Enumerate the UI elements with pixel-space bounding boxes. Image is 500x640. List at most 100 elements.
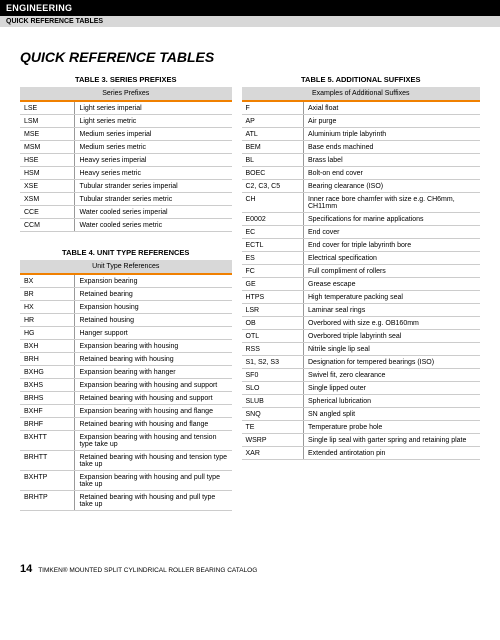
t3-head: Series Prefixes (20, 87, 232, 100)
code-cell: HG (20, 327, 75, 340)
code-cell: BXHTT (20, 431, 75, 451)
code-cell: HSE (20, 154, 75, 167)
desc-cell: Heavy series metric (75, 167, 232, 180)
code-cell: ATL (242, 128, 304, 141)
code-cell: RSS (242, 343, 304, 356)
desc-cell: Expansion bearing with housing and flang… (75, 405, 232, 418)
code-cell: XSM (20, 193, 75, 206)
desc-cell: Medium series metric (75, 141, 232, 154)
code-cell: SLUB (242, 395, 304, 408)
table-row: TETemperature probe hole (242, 421, 481, 434)
desc-cell: Expansion bearing with housing and pull … (75, 471, 232, 491)
table-row: BXHTPExpansion bearing with housing and … (20, 471, 232, 491)
desc-cell: Designation for tempered bearings (ISO) (304, 356, 481, 369)
t4-table: BXExpansion bearingBRRetained bearingHXE… (20, 275, 232, 511)
t5-title: TABLE 5. ADDITIONAL SUFFIXES (242, 75, 481, 84)
desc-cell: SN angled split (304, 408, 481, 421)
table-row: XSMTubular strander series metric (20, 193, 232, 206)
t4-head: Unit Type References (20, 260, 232, 273)
table-row: SLUBSpherical lubrication (242, 395, 481, 408)
table-row: BXHFExpansion bearing with housing and f… (20, 405, 232, 418)
code-cell: LSE (20, 102, 75, 115)
desc-cell: Aluminium triple labyrinth (304, 128, 481, 141)
code-cell: SLO (242, 382, 304, 395)
desc-cell: Electrical specification (304, 252, 481, 265)
desc-cell: Hanger support (75, 327, 232, 340)
desc-cell: Specifications for marine applications (304, 213, 481, 226)
t5-head: Examples of Additional Suffixes (242, 87, 481, 100)
table-row: HSMHeavy series metric (20, 167, 232, 180)
desc-cell: Heavy series imperial (75, 154, 232, 167)
table-row: ESElectrical specification (242, 252, 481, 265)
code-cell: BRHTT (20, 451, 75, 471)
code-cell: BXHG (20, 366, 75, 379)
table-row: SLOSingle lipped outer (242, 382, 481, 395)
desc-cell: Brass label (304, 154, 481, 167)
code-cell: MSM (20, 141, 75, 154)
table-row: HSEHeavy series imperial (20, 154, 232, 167)
desc-cell: High temperature packing seal (304, 291, 481, 304)
code-cell: HSM (20, 167, 75, 180)
table-row: LSRLaminar seal rings (242, 304, 481, 317)
code-cell: C2, C3, C5 (242, 180, 304, 193)
code-cell: BX (20, 275, 75, 288)
desc-cell: Nitrile single lip seal (304, 343, 481, 356)
code-cell: OTL (242, 330, 304, 343)
desc-cell: Light series imperial (75, 102, 232, 115)
table-row: FAxial float (242, 102, 481, 115)
table-row: CHInner race bore chamfer with size e.g.… (242, 193, 481, 213)
code-cell: BEM (242, 141, 304, 154)
desc-cell: Expansion bearing with housing (75, 340, 232, 353)
code-cell: HR (20, 314, 75, 327)
code-cell: ECTL (242, 239, 304, 252)
code-cell: S1, S2, S3 (242, 356, 304, 369)
table-row: SF0Swivel fit, zero clearance (242, 369, 481, 382)
code-cell: FC (242, 265, 304, 278)
table-row: RSSNitrile single lip seal (242, 343, 481, 356)
code-cell: BR (20, 288, 75, 301)
t3-table: LSELight series imperialLSMLight series … (20, 102, 232, 232)
code-cell: CH (242, 193, 304, 213)
desc-cell: Single lip seal with garter spring and r… (304, 434, 481, 447)
code-cell: CCM (20, 219, 75, 232)
desc-cell: Expansion bearing with hanger (75, 366, 232, 379)
table-row: HTPSHigh temperature packing seal (242, 291, 481, 304)
table-row: ECEnd cover (242, 226, 481, 239)
desc-cell: Retained bearing (75, 288, 232, 301)
desc-cell: Tubular strander series metric (75, 193, 232, 206)
code-cell: SF0 (242, 369, 304, 382)
code-cell: F (242, 102, 304, 115)
page-title: QUICK REFERENCE TABLES (20, 49, 480, 65)
table-row: BXHGExpansion bearing with hanger (20, 366, 232, 379)
desc-cell: Extended antirotation pin (304, 447, 481, 460)
t4-title: TABLE 4. UNIT TYPE REFERENCES (20, 248, 232, 257)
code-cell: EC (242, 226, 304, 239)
desc-cell: Air purge (304, 115, 481, 128)
desc-cell: Retained bearing with housing and suppor… (75, 392, 232, 405)
table-row: HRRetained housing (20, 314, 232, 327)
desc-cell: Light series metric (75, 115, 232, 128)
table-row: WSRPSingle lip seal with garter spring a… (242, 434, 481, 447)
code-cell: BXH (20, 340, 75, 353)
footer-text: TIMKEN® MOUNTED SPLIT CYLINDRICAL ROLLER… (38, 567, 257, 574)
table-row: BRHTPRetained bearing with housing and p… (20, 491, 232, 511)
code-cell: BXHS (20, 379, 75, 392)
table-row: GEGrease escape (242, 278, 481, 291)
code-cell: TE (242, 421, 304, 434)
code-cell: XSE (20, 180, 75, 193)
desc-cell: Water cooled series metric (75, 219, 232, 232)
table-row: BEMBase ends machined (242, 141, 481, 154)
desc-cell: Bolt-on end cover (304, 167, 481, 180)
code-cell: ES (242, 252, 304, 265)
table-row: OTLOverbored triple labyrinth seal (242, 330, 481, 343)
code-cell: BOEC (242, 167, 304, 180)
table-row: BXHExpansion bearing with housing (20, 340, 232, 353)
desc-cell: Laminar seal rings (304, 304, 481, 317)
header-sub: QUICK REFERENCE TABLES (0, 16, 500, 27)
code-cell: LSR (242, 304, 304, 317)
code-cell: BL (242, 154, 304, 167)
desc-cell: Overbored triple labyrinth seal (304, 330, 481, 343)
code-cell: XAR (242, 447, 304, 460)
code-cell: OB (242, 317, 304, 330)
table-row: HGHanger support (20, 327, 232, 340)
